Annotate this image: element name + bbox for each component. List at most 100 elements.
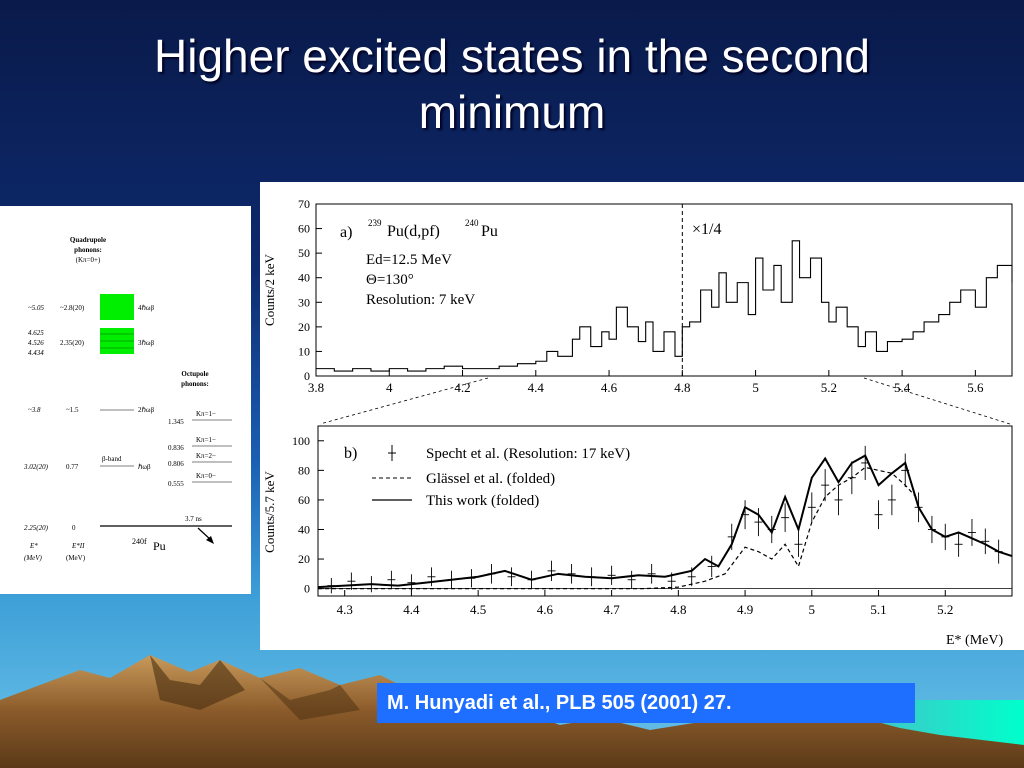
octupole-e-1: 1.345 (168, 418, 184, 426)
slide-title: Higher excited states in the second mini… (0, 28, 1024, 140)
reaction-pre-mass: 239 (368, 218, 382, 228)
panel-a-ytick-label: 50 (298, 246, 310, 260)
panel-b-xlabel: E* (MeV) (946, 633, 1003, 648)
reaction-post: Pu (481, 223, 498, 240)
specht-point (954, 531, 963, 557)
specht-point (707, 555, 716, 578)
specht-point (834, 484, 843, 516)
panel-b-xtick-label: 5.2 (937, 602, 953, 617)
level-e2-5: ~1.5 (66, 406, 79, 414)
panel-b-y-ticks: 0 20 40 60 80 100 (292, 434, 324, 596)
panel-b-ylabel: Counts/5.7 keV (262, 471, 277, 553)
level-e2-1: ~2.8(20) (60, 304, 85, 312)
specht-point (567, 564, 576, 584)
nucleus-symbol: Pu (153, 539, 166, 553)
panel-b-ytick-label: 40 (298, 522, 310, 536)
panel-a-xtick-label: 5.2 (821, 380, 837, 395)
panel-a-xtick-label: 4.8 (674, 380, 690, 395)
panel-a-ytick-label: 60 (298, 222, 310, 236)
octupole-e-2: 0.836 (168, 444, 184, 452)
level-label-6: ℏωβ (138, 463, 151, 471)
panel-a-frame (315, 203, 1013, 377)
specht-point (967, 519, 976, 546)
this-work-curve (317, 454, 1013, 589)
panel-a-spectrum (316, 240, 1013, 372)
panel-b-x-ticks: 4.3 4.4 4.5 4.6 4.7 4.8 4.9 5 5.1 5.2 (337, 590, 953, 617)
spectra-panel: 3.8 4 4.2 4.4 4.6 4.8 5 5.2 5.4 5.6 0 10 20 30 40 50 60… (260, 182, 1024, 650)
panel-a-xtick-label: 5.4 (894, 380, 911, 395)
specht-point (781, 503, 790, 532)
level-e2-6: 0.77 (66, 463, 79, 471)
panel-a-xtick-label: 5 (752, 380, 759, 395)
panel-b-ytick-label: 60 (298, 493, 310, 507)
panel-a-xtick-label: 5.6 (967, 380, 984, 395)
level-scheme-panel: Quadrupole phonons: (Kπ=0+) ~5.05 ~2.8(2… (0, 206, 251, 594)
specht-point (821, 469, 830, 502)
axis-e2-unit: (MeV) (66, 554, 86, 562)
level-scheme-diagram: Quadrupole phonons: (Kπ=0+) ~5.05 ~2.8(2… (23, 236, 232, 562)
level-label-1: 4ℏωβ (138, 304, 155, 312)
specht-point (347, 572, 356, 590)
level-e-5: ~3.8 (28, 406, 41, 414)
panel-b-ytick-label: 20 (298, 552, 310, 566)
title-line-2: minimum (418, 86, 606, 138)
panel-a-ytick-label: 20 (298, 320, 310, 334)
glassel-curve (318, 466, 920, 590)
specht-point (874, 500, 883, 530)
panel-b-frame (317, 425, 1013, 597)
panel-b-xtick-label: 4.3 (337, 602, 353, 617)
panel-a-y-ticks: 0 10 20 30 40 50 60 70 (298, 197, 322, 383)
reaction-mid: Pu(d,pf) (387, 223, 440, 240)
level-label-3: 3ℏωβ (138, 339, 155, 347)
level-label-5: 2ℏωβ (138, 406, 155, 414)
panel-a-xtick-label: 3.8 (308, 380, 324, 395)
octupole-e-4: 0.555 (168, 480, 184, 488)
panel-a-ytick-label: 10 (298, 344, 310, 358)
specht-point (607, 565, 616, 585)
panel-a-ytick-label: 40 (298, 271, 310, 285)
zoom-connector-right (863, 377, 1011, 425)
axis-e2-label: E*II (71, 542, 85, 550)
octupole-k-1: Kπ=1− (196, 410, 216, 418)
citation-box: M. Hunyadi et al., PLB 505 (2001) 27. (377, 683, 915, 723)
legend-this-work: This work (folded) (426, 493, 539, 509)
panel-b-xtick-label: 5.1 (870, 602, 886, 617)
level-e-2: 4.625 (28, 329, 44, 337)
panel-b-ytick-label: 80 (298, 463, 310, 477)
octupole-k-4: Kπ=0− (196, 472, 216, 480)
panel-a-xtick-label: 4.6 (601, 380, 618, 395)
octupole-k-2: Kπ=1− (196, 436, 216, 444)
specht-point (807, 492, 816, 523)
level-e-3: 4.526 (28, 339, 44, 347)
specht-point (647, 564, 656, 584)
nucleus-mass: 240f (132, 537, 147, 546)
quadrupole-header-1: Quadrupole (70, 236, 106, 244)
panel-b-xtick-label: 4.4 (403, 602, 420, 617)
reaction-post-mass: 240 (465, 218, 479, 228)
axis-e-label: E* (29, 542, 38, 550)
panel-b-xtick-label: 5 (809, 602, 816, 617)
panel-a-ytick-label: 0 (304, 369, 310, 383)
panel-b-xtick-label: 4.6 (537, 602, 554, 617)
level-e-7: 2.25(20) (24, 524, 49, 532)
specht-point (507, 567, 516, 587)
panel-b-ytick-label: 0 (304, 582, 310, 596)
octupole-k-3: Kπ=2− (196, 452, 216, 460)
legend-specht: Specht et al. (Resolution: 17 keV) (426, 446, 630, 462)
octupole-e-3: 0.806 (168, 460, 184, 468)
specht-point (794, 531, 803, 557)
title-line-1: Higher excited states in the second (154, 30, 870, 82)
specht-point (981, 528, 990, 555)
quadrupole-header-2: phonons: (74, 246, 102, 254)
level-e-1: ~5.05 (28, 304, 45, 312)
level-e2-7: 0 (72, 524, 76, 532)
energy-label: Ed=12.5 MeV (366, 252, 452, 268)
beta-band-label: β-band (102, 455, 122, 463)
lifetime-label: 3.7 ns (185, 515, 202, 523)
level-e2-3: 2.35(20) (60, 339, 85, 347)
panel-a-ylabel: Counts/2 keV (262, 253, 277, 325)
panel-a-label: a) (340, 224, 352, 241)
resolution-label: Resolution: 7 keV (366, 292, 475, 308)
legend-glassel: Glässel et al. (folded) (426, 471, 555, 487)
octupole-header-1: Octupole (181, 370, 208, 378)
